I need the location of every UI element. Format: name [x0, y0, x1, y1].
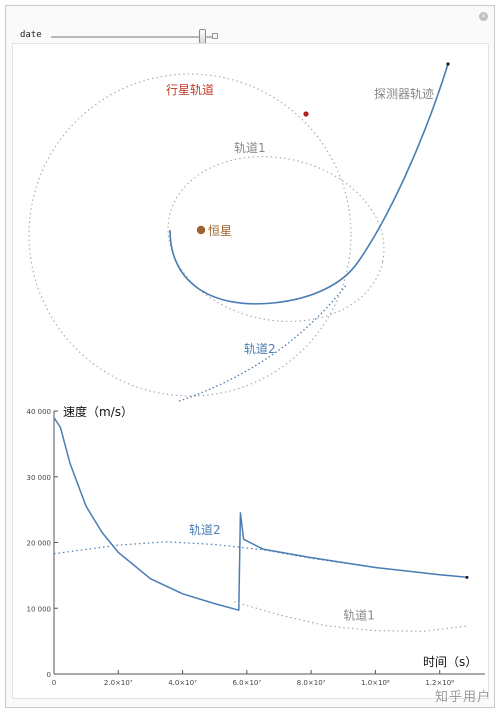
x-tick-label: 4.0×10⁷ [168, 679, 197, 687]
series-annotation: 轨道2 [189, 523, 221, 537]
x-tick-label: 2.0×10⁷ [104, 679, 133, 687]
planet-orbit [28, 73, 352, 397]
star-marker [196, 225, 206, 235]
x-axis-label: 时间（s） [423, 655, 477, 669]
y-tick-label: 30 000 [27, 474, 52, 482]
graphics-panel: 行星轨道 探测器轨迹 轨道1 恒星 轨道2 速度（m/s） 时间（s） 0 10 … [12, 43, 489, 699]
series-end-marker [465, 575, 469, 579]
planet-marker [303, 111, 309, 117]
probe-trajectory [169, 63, 449, 305]
x-tick-label: 8.0×10⁷ [297, 679, 326, 687]
series-line-1 [53, 417, 468, 611]
orbit2-label: 轨道2 [244, 342, 276, 356]
manipulate-control: date [18, 28, 418, 46]
x-tick-label: 0 [52, 679, 56, 687]
x-tick-label: 6.0×10⁷ [232, 679, 261, 687]
star-label: 恒星 [208, 224, 232, 238]
x-tick-label: 1.0×10⁸ [361, 679, 390, 687]
orbit-1 [167, 156, 385, 322]
y-axis-label: 速度（m/s） [63, 404, 133, 419]
date-slider-thumb[interactable] [199, 29, 206, 44]
close-icon[interactable]: × [479, 12, 488, 21]
orbit-2 [178, 283, 348, 402]
watermark: 知乎用户 [434, 690, 491, 705]
probe-trajectory-label: 探测器轨迹 [374, 87, 434, 101]
planet-orbit-label: 行星轨道 [166, 83, 214, 97]
y-tick-label: 0 [47, 671, 51, 679]
date-variable-label: date [20, 30, 42, 40]
probe-marker [446, 62, 450, 66]
y-tick-label: 40 000 [27, 408, 52, 416]
orbit1-label: 轨道1 [234, 141, 266, 155]
date-slider-track[interactable] [51, 36, 213, 38]
series-annotation: 轨道1 [343, 608, 375, 622]
x-tick-label: 1.2×10⁸ [425, 679, 454, 687]
y-tick-label: 10 000 [27, 605, 52, 613]
y-tick-label: 20 000 [27, 540, 52, 548]
graphics-svg: 行星轨道 探测器轨迹 轨道1 恒星 轨道2 速度（m/s） 时间（s） 0 10 … [27, 62, 485, 687]
slider-expand-icon[interactable] [212, 33, 218, 39]
velocity-chart: 速度（m/s） 时间（s） 0 10 000 20 000 30 000 40 000 0… [27, 404, 485, 687]
orbit-diagram: 行星轨道 探测器轨迹 轨道1 恒星 轨道2 [28, 62, 450, 402]
